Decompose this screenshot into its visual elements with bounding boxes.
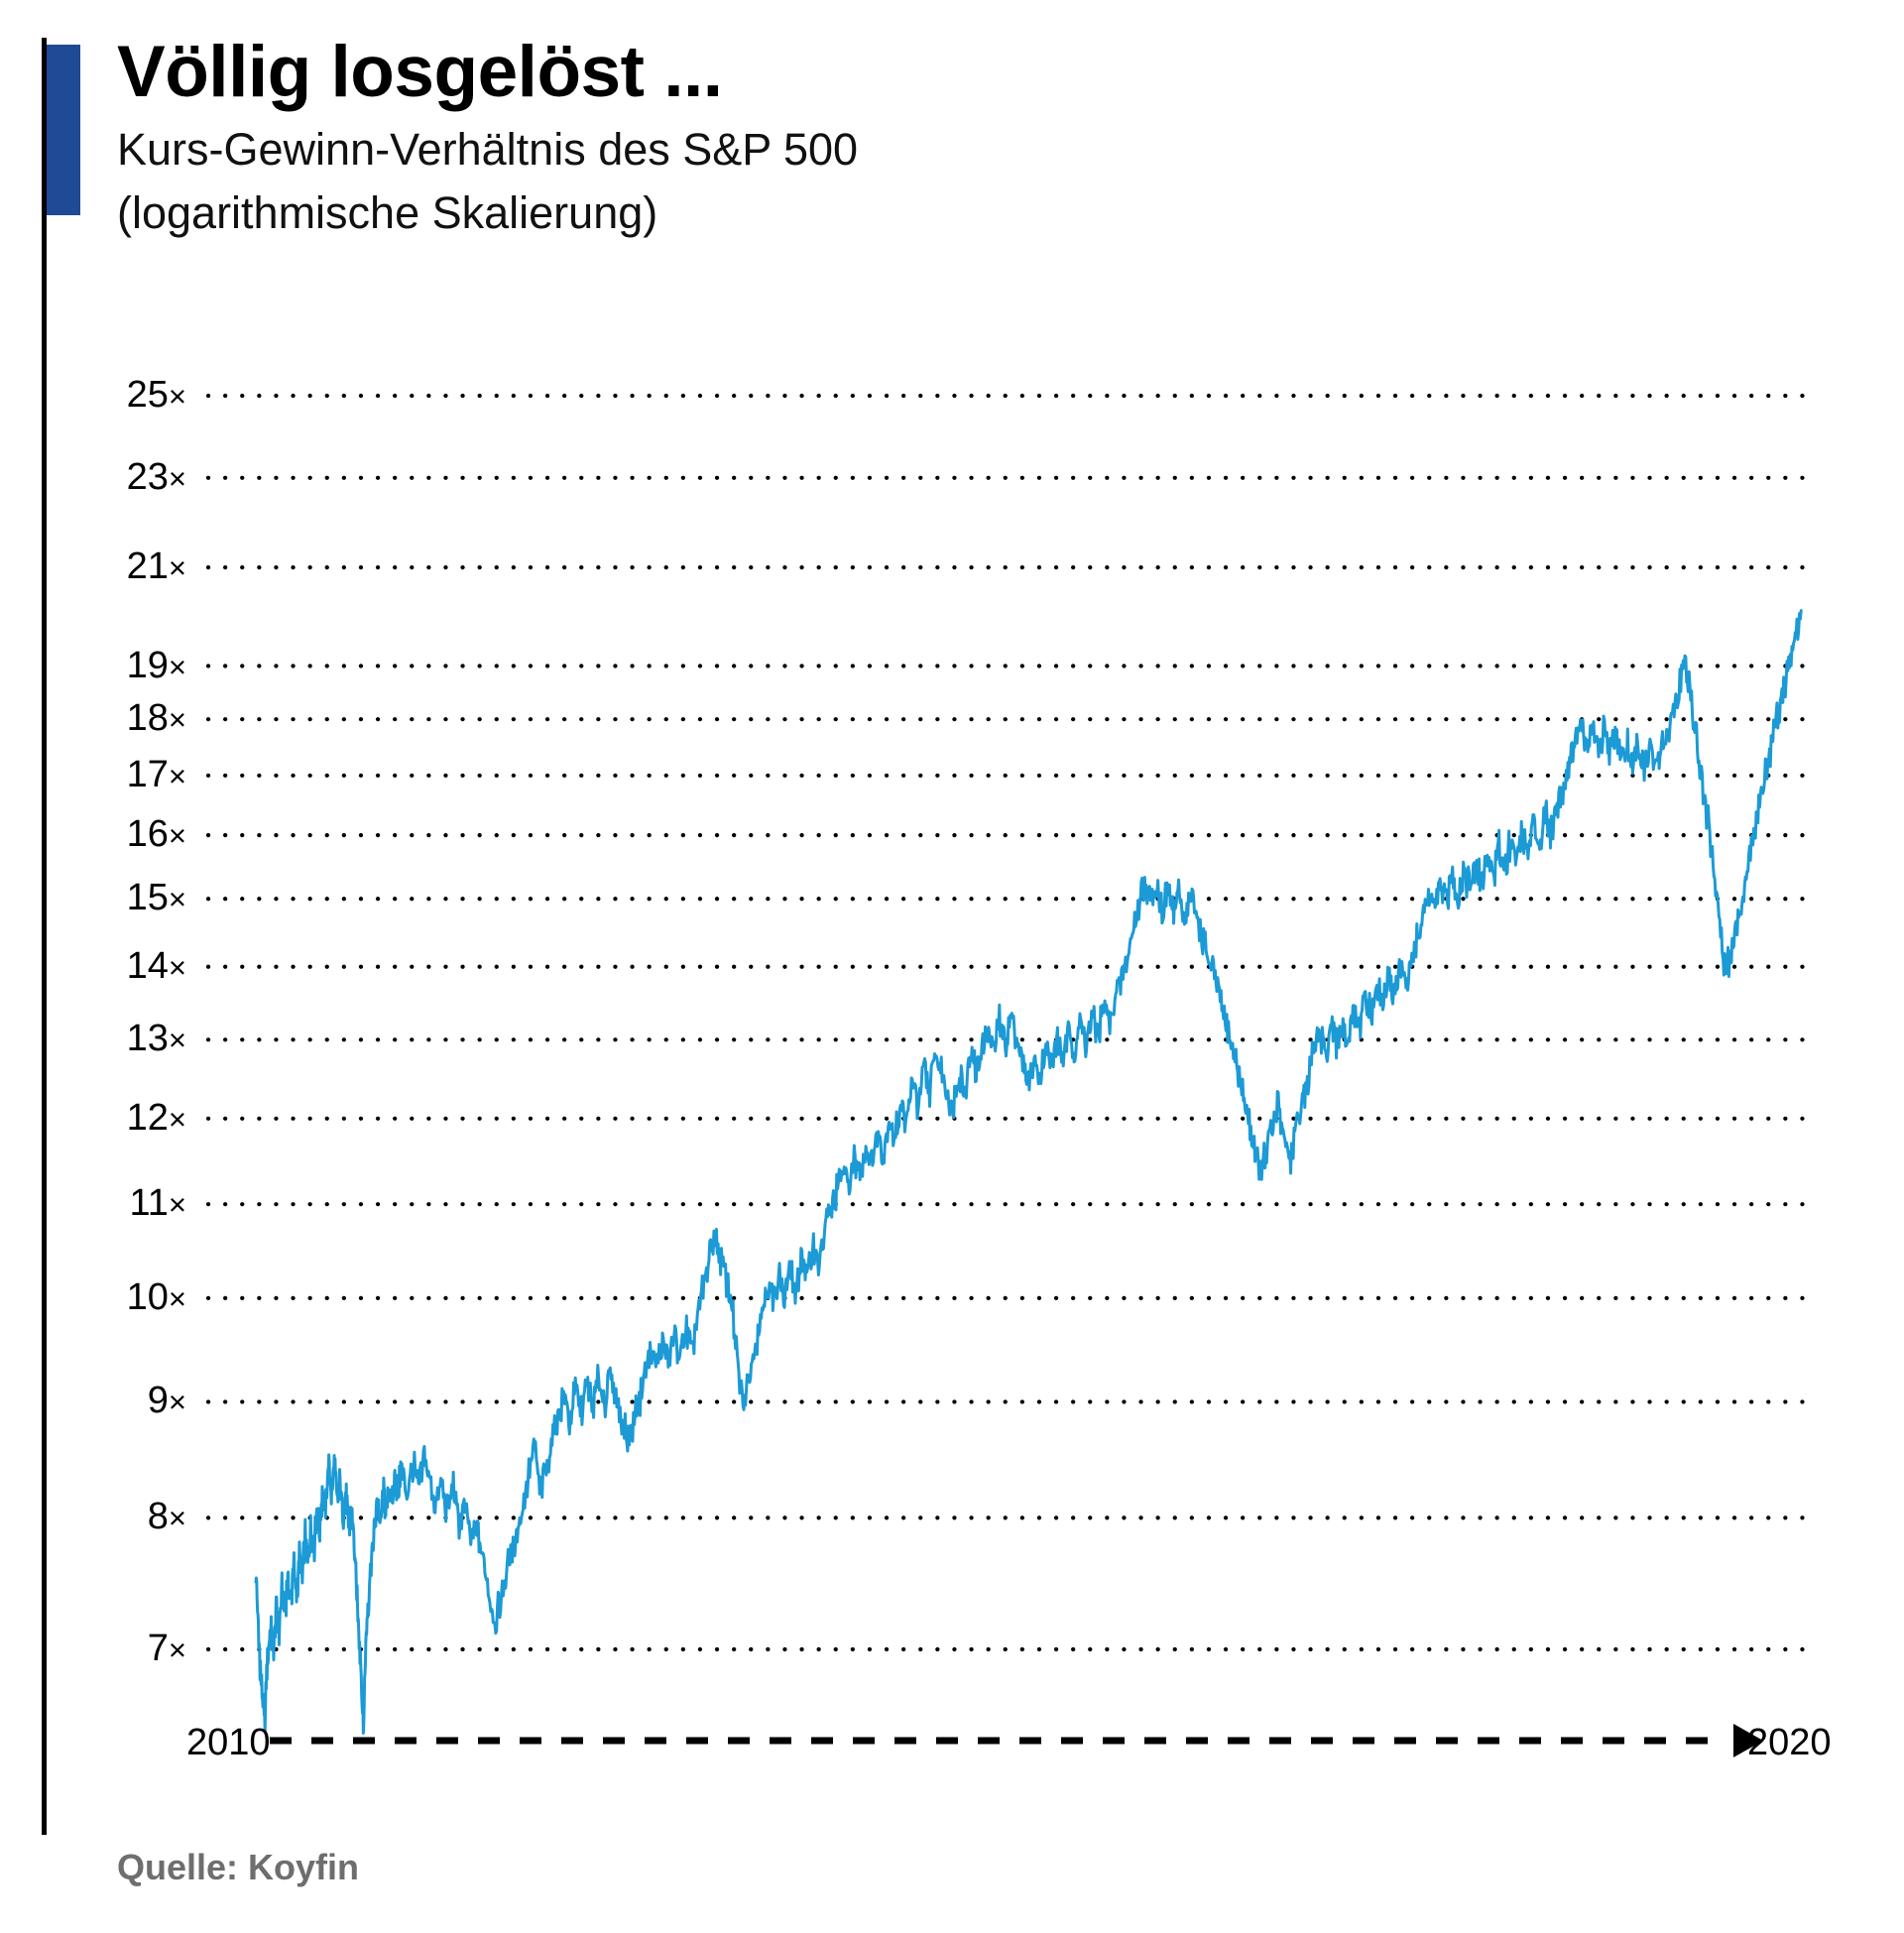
y-axis-tick-label: 13× (126, 1018, 186, 1060)
page-title: Völlig losgelöst ... (117, 32, 723, 112)
x-axis-end-label: 2020 (1747, 1722, 1832, 1763)
y-axis-tick-label: 12× (126, 1096, 186, 1139)
y-axis-tick-label: 9× (147, 1380, 186, 1422)
y-axis-tick-label: 15× (126, 877, 186, 919)
y-axis-tick-label: 14× (126, 944, 186, 987)
y-axis-tick-label: 21× (126, 545, 186, 588)
y-axis-tick-label: 8× (147, 1496, 186, 1538)
y-axis-tick-label: 25× (126, 374, 186, 416)
left-vertical-rule (42, 38, 47, 1835)
y-axis-tick-label: 17× (126, 753, 186, 795)
data-series-line (254, 609, 1803, 1735)
y-axis-tick-label: 19× (126, 644, 186, 686)
source-note: Quelle: Koyfin (117, 1847, 360, 1887)
chart-header: Völlig losgelöst ... Kurs-Gewinn-Verhält… (117, 30, 1505, 242)
y-axis-tick-label: 16× (126, 813, 186, 856)
y-axis-tick-label: 11× (129, 1182, 186, 1225)
y-axis-tick-label: 18× (126, 697, 186, 740)
accent-bar (47, 45, 80, 215)
y-axis-tick-label: 10× (126, 1275, 186, 1318)
gridlines (205, 393, 1811, 1652)
x-axis-start-label: 2010 (186, 1722, 271, 1763)
subtitle-line-2: (logarithmische Skalierung) (117, 187, 658, 238)
y-axis-tick-label: 23× (126, 455, 186, 498)
subtitle-line-1: Kurs-Gewinn-Verhältnis des S&P 500 (117, 124, 859, 175)
y-axis-tick-label: 7× (147, 1628, 186, 1669)
